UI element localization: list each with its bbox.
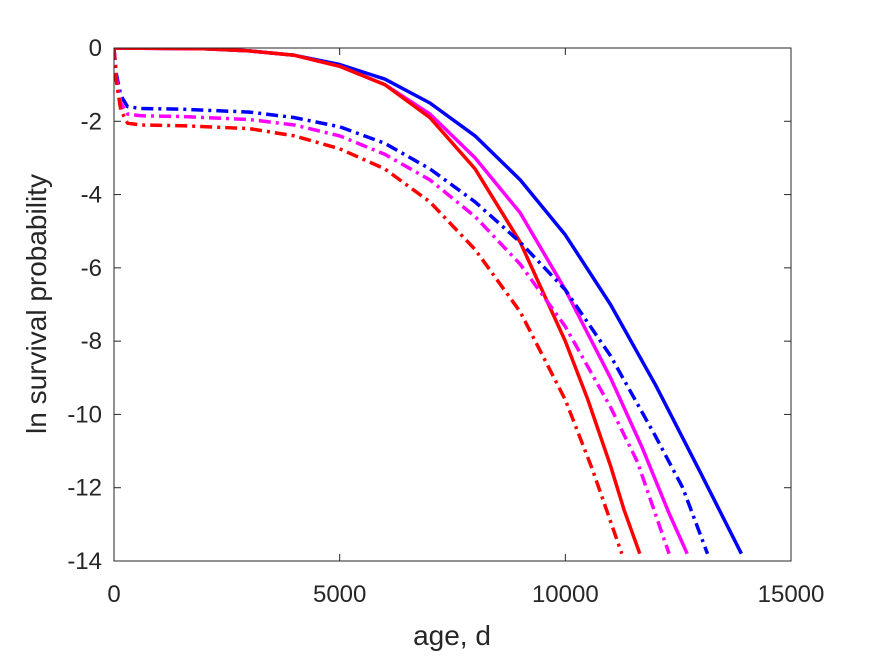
x-tick-label: 5000 [313,581,366,608]
series-line-6 [114,48,624,555]
x-tick-label: 0 [107,581,120,608]
y-tick-label: -12 [67,475,102,502]
y-tick-label: -10 [67,401,102,428]
y-tick-label: -6 [81,255,102,282]
axis-ticks [113,47,792,562]
y-tick-label: -14 [67,548,102,575]
series-line-5 [114,48,671,555]
series-line-3 [114,48,642,555]
x-tick-label: 15000 [758,581,825,608]
x-tick-label: 10000 [532,581,599,608]
x-tick-labels: 0 5000 10000 15000 [107,581,824,608]
axes-box [113,47,792,562]
plot-area [114,48,791,561]
series-line-4 [114,48,710,555]
series-lines [114,48,743,555]
y-tick-labels: 0 -2 -4 -6 -8 -10 -12 -14 [67,35,102,575]
y-tick-label: -4 [81,182,102,209]
y-tick-label: 0 [89,35,102,62]
y-tick-label: -2 [81,108,102,135]
x-axis-label: age, d [413,620,491,651]
y-axis-label: ln survival probability [21,174,52,434]
y-tick-label: -8 [81,328,102,355]
